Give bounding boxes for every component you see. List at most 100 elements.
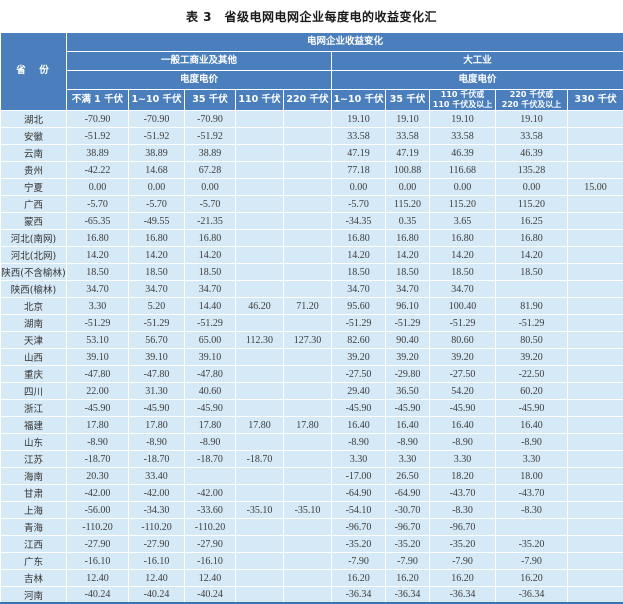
value-cell: 56.70 (128, 331, 185, 349)
value-cell: -96.70 (385, 518, 430, 536)
value-cell: -27.90 (66, 535, 129, 553)
value-cell (566, 246, 623, 264)
province-cell: 河北(北网) (0, 246, 67, 264)
table-row: 安徽 -51.92 -51.92 -51.92 33.58 33.58 33.58 33.58 (0, 127, 623, 145)
value-cell: 16.80 (495, 229, 568, 247)
value-cell: 12.40 (184, 569, 236, 587)
value-cell (283, 314, 332, 332)
value-cell (283, 246, 332, 264)
value-cell: 33.58 (495, 127, 568, 145)
value-cell: 15.00 (566, 178, 623, 196)
value-cell: 115.20 (429, 195, 496, 213)
value-cell: 46.20 (235, 297, 284, 315)
value-cell: -7.90 (385, 552, 430, 570)
province-cell: 宁夏 (0, 178, 67, 196)
value-cell: -8.90 (184, 433, 236, 451)
value-cell: 0.35 (385, 212, 430, 230)
table-title: 表 3 省级电网电网企业每度电的收益变化汇 (185, 10, 438, 24)
value-cell: 16.80 (429, 229, 496, 247)
value-cell: 16.80 (331, 229, 386, 247)
value-cell (235, 161, 284, 179)
province-cell: 陕西(榆林) (0, 280, 67, 298)
value-cell: 47.19 (331, 144, 386, 162)
value-cell (566, 467, 623, 485)
table-row: 河北(南网) 16.80 16.80 16.80 16.80 16.80 16.80 16.8… (0, 229, 623, 247)
value-cell (235, 263, 284, 281)
value-cell: 17.80 (184, 416, 236, 434)
value-cell (495, 280, 568, 298)
value-cell: -47.80 (184, 365, 236, 383)
value-cell: -8.90 (429, 433, 496, 451)
value-cell: -51.29 (429, 314, 496, 332)
province-cell: 广西 (0, 195, 67, 213)
table-row: 重庆 -47.80 -47.80 -47.80 -27.50 -29.80 -27.50 -2… (0, 365, 623, 383)
value-cell: 18.50 (128, 263, 185, 281)
value-cell (283, 535, 332, 553)
value-cell (283, 178, 332, 196)
value-cell: -17.00 (331, 467, 386, 485)
header-industry-price: 电度电价 (330, 70, 623, 90)
value-cell: 39.20 (385, 348, 430, 366)
header-col-ind-330kv: 330 千伏 (566, 89, 623, 111)
value-cell (235, 382, 284, 400)
value-cell: -27.90 (128, 535, 185, 553)
value-cell: 16.80 (128, 229, 185, 247)
value-cell (566, 314, 623, 332)
table-row: 吉林 12.40 12.40 12.40 16.20 16.20 16.20 16.20 (0, 569, 623, 587)
value-cell: -43.70 (495, 484, 568, 502)
table-row: 浙江 -45.90 -45.90 -45.90 -45.90 -45.90 -45.90 -4… (0, 399, 623, 417)
value-cell: -45.90 (128, 399, 185, 417)
value-cell: 14.20 (495, 246, 568, 264)
value-cell: 18.50 (495, 263, 568, 281)
value-cell: 22.00 (66, 382, 129, 400)
value-cell: 100.40 (429, 297, 496, 315)
value-cell: -7.90 (331, 552, 386, 570)
value-cell: 33.58 (385, 127, 430, 145)
value-cell: 14.20 (128, 246, 185, 264)
value-cell: -96.70 (331, 518, 386, 536)
value-cell (283, 569, 332, 587)
value-cell (566, 297, 623, 315)
value-cell: 16.40 (495, 416, 568, 434)
value-cell: 46.39 (429, 144, 496, 162)
value-cell (566, 569, 623, 587)
value-cell (566, 280, 623, 298)
value-cell: 18.50 (331, 263, 386, 281)
value-cell: 0.00 (66, 178, 129, 196)
value-cell: 60.20 (495, 382, 568, 400)
value-cell: 18.00 (495, 467, 568, 485)
value-cell: 16.80 (184, 229, 236, 247)
value-cell (283, 484, 332, 502)
value-cell: -8.90 (331, 433, 386, 451)
value-cell (566, 416, 623, 434)
value-cell: -34.30 (128, 501, 185, 519)
value-cell: -5.70 (66, 195, 129, 213)
value-cell: 77.18 (331, 161, 386, 179)
value-cell (283, 280, 332, 298)
value-cell: 39.20 (429, 348, 496, 366)
table-row: 广西 -5.70 -5.70 -5.70 -5.70 115.20 115.20 115.20 (0, 195, 623, 213)
value-cell (566, 127, 623, 145)
value-cell: 14.20 (385, 246, 430, 264)
value-cell: -35.20 (495, 535, 568, 553)
value-cell (235, 467, 284, 485)
value-cell: -27.90 (184, 535, 236, 553)
value-cell: -36.34 (495, 586, 568, 604)
value-cell (283, 450, 332, 468)
value-cell: -18.70 (66, 450, 129, 468)
value-cell (283, 518, 332, 536)
province-cell: 福建 (0, 416, 67, 434)
value-cell (235, 144, 284, 162)
value-cell (235, 518, 284, 536)
province-cell: 湖北 (0, 110, 67, 128)
value-cell: 135.28 (495, 161, 568, 179)
value-cell (283, 212, 332, 230)
province-cell: 甘肃 (0, 484, 67, 502)
value-cell (566, 161, 623, 179)
value-cell: 14.40 (184, 297, 236, 315)
value-cell: -43.70 (429, 484, 496, 502)
value-cell: 34.70 (385, 280, 430, 298)
value-cell (235, 280, 284, 298)
value-cell: 17.80 (235, 416, 284, 434)
value-cell (566, 263, 623, 281)
